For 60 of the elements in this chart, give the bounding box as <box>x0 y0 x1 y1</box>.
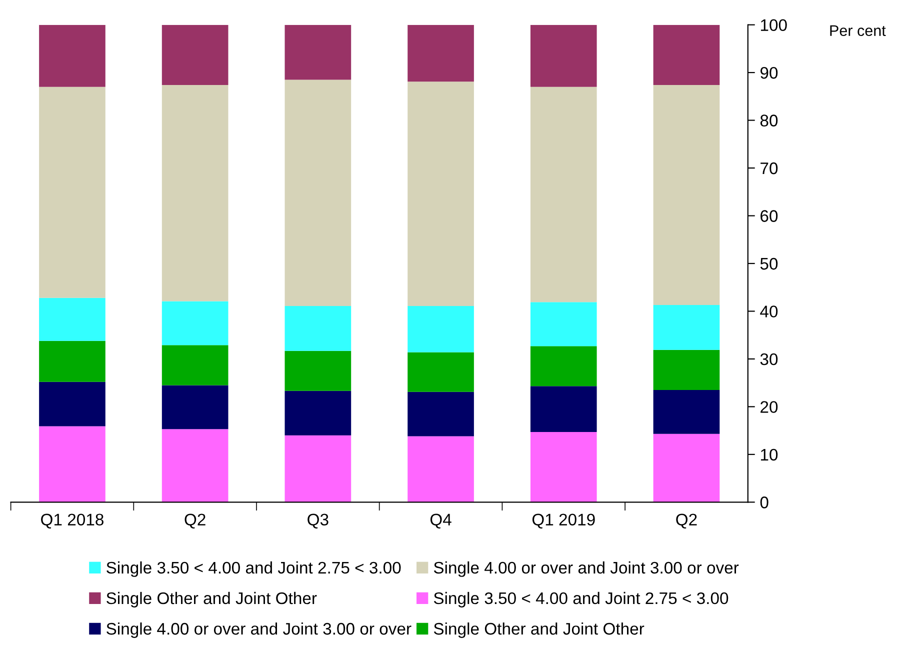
y-tick-label: 100 <box>760 19 787 32</box>
x-tick-label: Q1 2019 <box>532 514 595 528</box>
legend-label: Single 3.50 < 4.00 and Joint 2.75 < 3.00 <box>434 592 728 608</box>
bar <box>408 352 474 392</box>
bar <box>530 386 597 432</box>
bar <box>408 436 474 502</box>
bar <box>162 24 228 85</box>
y-tick-label: 90 <box>760 66 778 79</box>
bar <box>653 434 720 502</box>
legend-label: Single 4.00 or over and Joint 3.00 or over <box>434 561 739 577</box>
bar <box>284 80 352 306</box>
bar <box>530 302 597 346</box>
x-tick-label: Q1 2018 <box>41 514 104 528</box>
y-tick-label: 20 <box>760 401 778 413</box>
bar <box>408 392 474 436</box>
bar <box>653 84 720 306</box>
bar <box>530 432 597 502</box>
bar <box>39 426 106 502</box>
bar <box>284 350 352 391</box>
y-tick-label: 0 <box>760 496 768 508</box>
y-tick-label: 50 <box>760 258 778 270</box>
legend-label: Single Other and Joint Other <box>106 592 317 608</box>
bar <box>284 24 352 80</box>
bar <box>408 306 474 352</box>
bar <box>39 24 106 87</box>
bar <box>162 345 228 386</box>
bar <box>653 24 720 85</box>
bar <box>653 390 720 434</box>
bar <box>408 82 474 306</box>
y-tick-label: 80 <box>760 114 778 126</box>
bar <box>284 390 352 436</box>
y-tick-label: 30 <box>760 353 778 366</box>
bar <box>653 305 720 350</box>
bar <box>162 84 228 302</box>
bar <box>39 382 106 426</box>
legend-label: Single 3.50 < 4.00 and Joint 2.75 < 3.00 <box>106 561 401 577</box>
bar <box>653 350 720 390</box>
bar <box>408 24 474 82</box>
bar <box>39 298 106 341</box>
bar <box>284 435 352 502</box>
bar <box>530 346 597 386</box>
bar <box>39 86 106 298</box>
legend-label: Single 4.00 or over and Joint 3.00 or over <box>106 622 412 638</box>
bar <box>284 306 352 351</box>
bar <box>530 86 597 302</box>
bar <box>39 340 106 382</box>
bar <box>162 429 228 502</box>
bar <box>162 301 228 346</box>
x-tick-label: Q3 <box>308 514 328 528</box>
bar <box>162 385 228 430</box>
x-tick-label: Q4 <box>430 514 452 528</box>
y-tick-label: 60 <box>760 210 778 222</box>
legend-label: Single Other and Joint Other <box>434 622 644 638</box>
y-tick-label: 40 <box>760 306 778 318</box>
y-tick-label: 10 <box>760 448 778 461</box>
x-tick-label: Q2 <box>676 514 697 528</box>
x-tick-label: Q2 <box>184 514 206 528</box>
bar <box>530 24 597 87</box>
y-tick-label: 70 <box>760 162 778 174</box>
y-axis-title: Per cent <box>830 25 886 36</box>
